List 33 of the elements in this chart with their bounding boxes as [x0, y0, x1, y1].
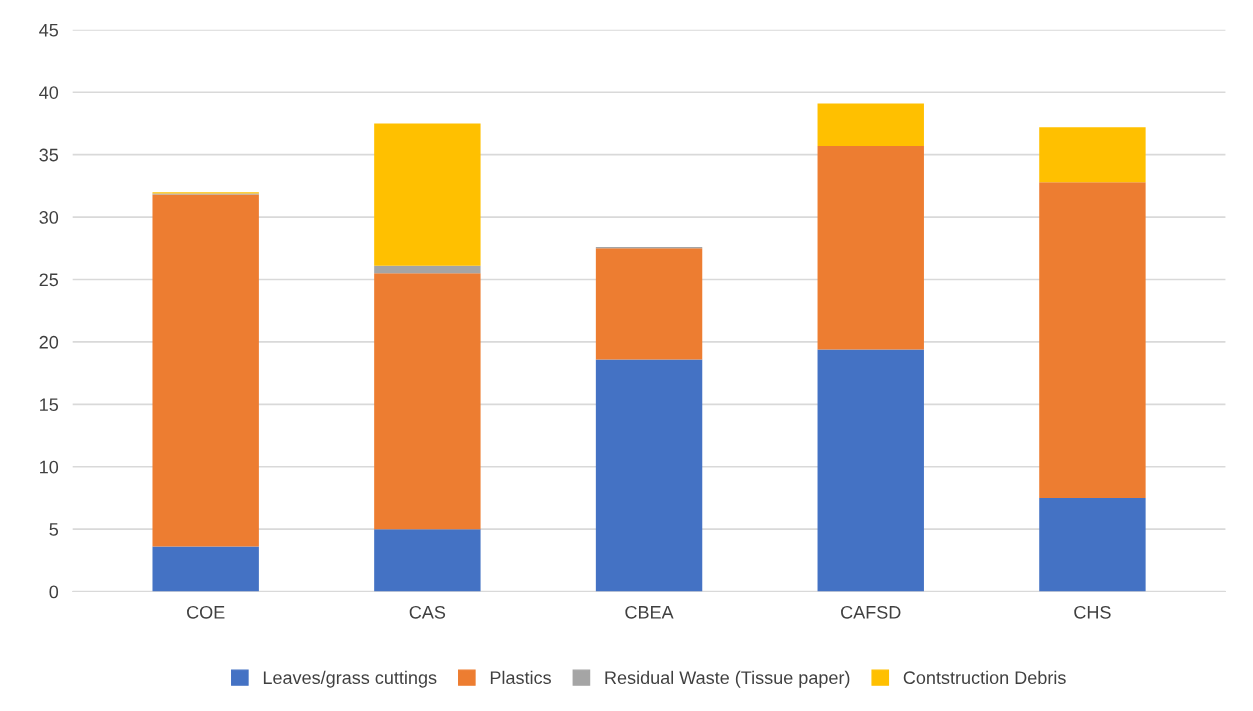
y-tick-label: 15: [40, 398, 59, 412]
bar: [374, 273, 481, 530]
bar: [1039, 497, 1146, 592]
bar: [152, 546, 259, 592]
y-tick-label: 10: [40, 460, 59, 474]
bar: [817, 349, 924, 592]
x-tick-label: CAS: [409, 605, 446, 619]
bar: [374, 123, 481, 266]
x-tick-label: CHS: [1074, 605, 1111, 619]
bar: [152, 194, 259, 547]
bar: [1039, 127, 1146, 183]
y-tick-label: 40: [39, 86, 59, 99]
bar: [817, 103, 924, 146]
bar: [374, 265, 481, 274]
x-tick-label: CAFSD: [841, 605, 901, 619]
legend-label: Residual Waste (Tissue paper): [605, 670, 850, 688]
y-tick-label: 20: [39, 335, 59, 349]
y-tick-label: 25: [39, 273, 59, 287]
y-tick-label: 30: [39, 211, 59, 224]
bar: [1039, 182, 1146, 498]
y-tick-label: 35: [39, 148, 59, 162]
bar: [817, 145, 924, 350]
x-tick-label: CBEA: [625, 605, 674, 619]
y-tick-label: 45: [39, 23, 59, 37]
bar: [595, 359, 703, 592]
legend-label: Plastics: [490, 670, 551, 685]
x-tick-label: COE: [187, 605, 225, 619]
legend-label: Leaves/grass cuttings: [263, 670, 437, 688]
bar: [595, 248, 703, 360]
legend-label: Contstruction Debris: [903, 670, 1066, 685]
y-tick-label: 5: [49, 523, 59, 536]
bar: [374, 529, 481, 592]
y-tick-label: 0: [49, 585, 59, 599]
